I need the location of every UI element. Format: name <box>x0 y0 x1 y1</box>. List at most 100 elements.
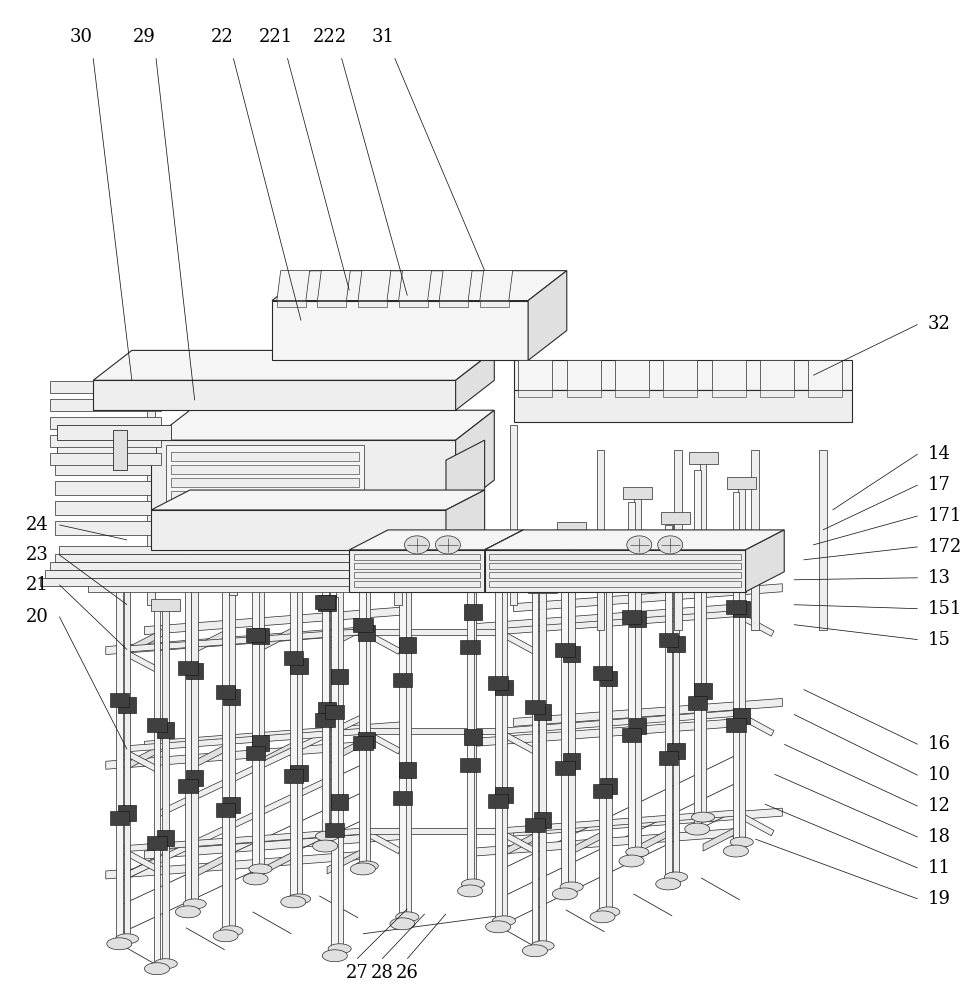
Polygon shape <box>281 896 306 908</box>
Polygon shape <box>394 405 401 605</box>
Polygon shape <box>355 861 378 871</box>
Polygon shape <box>480 271 512 301</box>
Polygon shape <box>435 536 461 554</box>
Polygon shape <box>93 350 495 380</box>
Polygon shape <box>175 906 200 918</box>
Polygon shape <box>362 729 400 754</box>
Polygon shape <box>291 658 308 674</box>
Polygon shape <box>353 618 372 632</box>
Polygon shape <box>277 301 306 307</box>
Polygon shape <box>54 481 160 495</box>
Polygon shape <box>485 530 784 550</box>
Polygon shape <box>498 710 736 734</box>
Polygon shape <box>498 810 736 834</box>
Polygon shape <box>277 271 310 301</box>
Polygon shape <box>563 646 580 662</box>
Polygon shape <box>362 629 400 654</box>
Polygon shape <box>50 435 160 447</box>
Polygon shape <box>180 539 209 551</box>
Polygon shape <box>567 360 601 390</box>
Polygon shape <box>404 536 430 554</box>
Polygon shape <box>572 827 610 854</box>
Polygon shape <box>809 390 842 397</box>
Polygon shape <box>328 623 365 650</box>
Text: 16: 16 <box>927 735 951 753</box>
Polygon shape <box>668 743 684 759</box>
Polygon shape <box>465 604 482 620</box>
Polygon shape <box>628 502 635 861</box>
Polygon shape <box>489 676 507 690</box>
Polygon shape <box>358 732 375 748</box>
Polygon shape <box>54 521 160 535</box>
Polygon shape <box>456 350 495 410</box>
Polygon shape <box>155 959 177 969</box>
Polygon shape <box>461 640 480 654</box>
Text: 26: 26 <box>396 964 419 982</box>
Polygon shape <box>353 736 372 750</box>
Text: 29: 29 <box>133 28 156 46</box>
Polygon shape <box>629 718 646 734</box>
Polygon shape <box>120 828 364 852</box>
Polygon shape <box>552 888 577 900</box>
Polygon shape <box>45 570 373 578</box>
Text: 21: 21 <box>25 576 49 594</box>
Polygon shape <box>501 562 507 921</box>
Polygon shape <box>658 536 682 554</box>
Polygon shape <box>316 595 334 609</box>
Polygon shape <box>127 852 165 879</box>
Polygon shape <box>496 680 512 695</box>
Polygon shape <box>659 633 677 647</box>
Polygon shape <box>252 735 269 751</box>
Polygon shape <box>148 836 166 850</box>
Polygon shape <box>186 663 203 679</box>
Polygon shape <box>493 916 515 926</box>
Polygon shape <box>518 390 552 397</box>
Polygon shape <box>664 360 697 390</box>
Polygon shape <box>243 873 268 885</box>
Polygon shape <box>522 945 547 957</box>
Polygon shape <box>88 560 407 580</box>
Polygon shape <box>727 477 756 489</box>
Polygon shape <box>323 950 347 962</box>
Text: 30: 30 <box>70 28 93 46</box>
Polygon shape <box>739 483 746 842</box>
Polygon shape <box>127 628 165 655</box>
Polygon shape <box>634 493 641 852</box>
Polygon shape <box>319 702 335 718</box>
Polygon shape <box>684 823 710 835</box>
Polygon shape <box>594 547 623 559</box>
Polygon shape <box>148 405 156 605</box>
Polygon shape <box>152 510 446 550</box>
Polygon shape <box>496 787 512 803</box>
Polygon shape <box>170 491 359 500</box>
Polygon shape <box>469 465 476 884</box>
Polygon shape <box>733 708 750 724</box>
Polygon shape <box>260 739 299 766</box>
Polygon shape <box>336 530 343 949</box>
Text: 12: 12 <box>927 797 951 815</box>
Polygon shape <box>509 425 517 605</box>
Polygon shape <box>687 696 707 710</box>
Polygon shape <box>694 470 701 829</box>
Polygon shape <box>498 611 736 635</box>
Polygon shape <box>615 360 649 390</box>
Polygon shape <box>599 558 606 917</box>
Polygon shape <box>246 746 265 760</box>
Polygon shape <box>313 840 337 852</box>
Polygon shape <box>185 553 191 912</box>
Polygon shape <box>252 520 259 879</box>
Polygon shape <box>216 803 235 817</box>
Polygon shape <box>733 601 750 617</box>
Polygon shape <box>145 607 407 635</box>
Polygon shape <box>145 721 407 749</box>
Polygon shape <box>393 673 412 687</box>
Polygon shape <box>465 729 482 745</box>
Polygon shape <box>246 628 265 642</box>
Polygon shape <box>106 627 366 655</box>
Polygon shape <box>528 271 567 360</box>
Polygon shape <box>396 912 419 922</box>
Polygon shape <box>467 532 473 891</box>
Polygon shape <box>489 794 507 808</box>
Polygon shape <box>223 577 229 936</box>
Polygon shape <box>497 629 537 654</box>
